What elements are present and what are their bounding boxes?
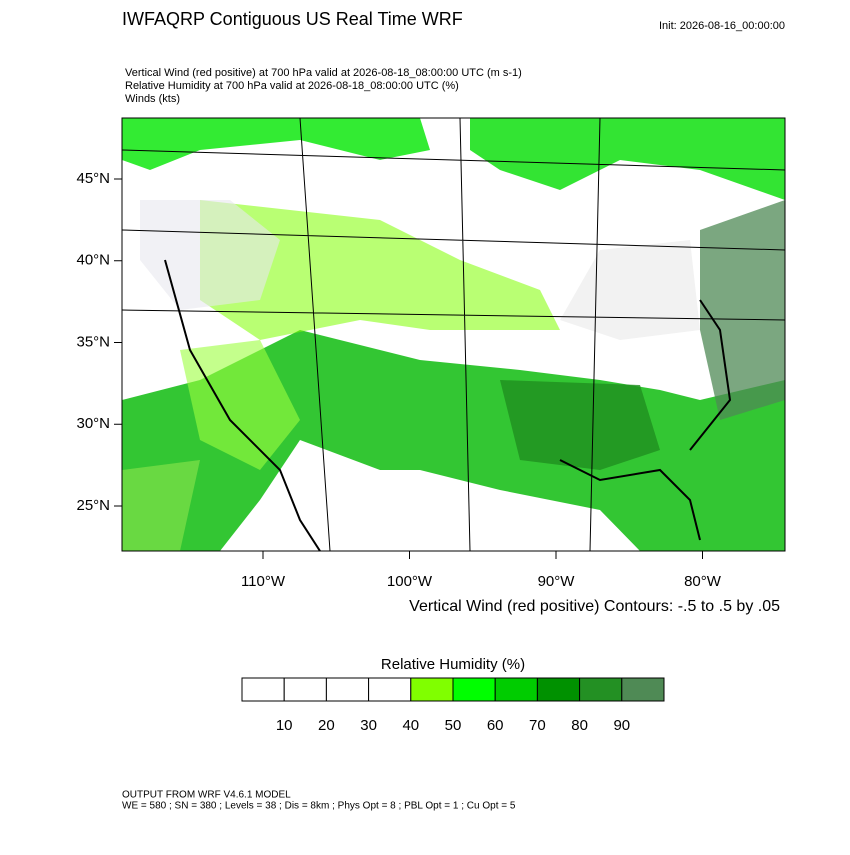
colorbar-box bbox=[494, 677, 538, 702]
colorbar-box bbox=[536, 677, 581, 702]
subtitles: Vertical Wind (red positive) at 700 hPa … bbox=[125, 67, 522, 105]
map-frame bbox=[121, 117, 786, 552]
colorbar-box bbox=[579, 677, 623, 702]
colorbar-box bbox=[368, 677, 412, 702]
subtitle: Relative Humidity at 700 hPa valid at 20… bbox=[125, 80, 459, 92]
lon-label: 90°W bbox=[538, 573, 576, 590]
colorbar-box bbox=[452, 677, 496, 702]
colorbar-label: 10 bbox=[276, 717, 293, 734]
map bbox=[121, 117, 786, 552]
colorbar-label: 90 bbox=[613, 717, 630, 734]
lat-label: 25°N bbox=[76, 497, 110, 514]
footer-line: OUTPUT FROM WRF V4.6.1 MODEL bbox=[122, 790, 291, 801]
colorbar-label: 20 bbox=[318, 717, 335, 734]
colorbar-label: 40 bbox=[402, 717, 419, 734]
lon-label: 80°W bbox=[684, 573, 722, 590]
lat-label: 30°N bbox=[76, 415, 110, 432]
colorbar-box bbox=[410, 677, 454, 702]
lat-label: 40°N bbox=[76, 252, 110, 269]
footer-line: WE = 580 ; SN = 380 ; Levels = 38 ; Dis … bbox=[122, 801, 516, 812]
lat-label: 35°N bbox=[76, 333, 110, 350]
contour-note: Vertical Wind (red positive) Contours: -… bbox=[409, 598, 780, 615]
init-time: Init: 2026-08-16_00:00:00 bbox=[659, 20, 785, 32]
graticule-labels: 45°N 40°N 35°N 30°N 25°N 110°W 100°W 90°W 80°W bbox=[76, 170, 721, 590]
colorbar-label: 60 bbox=[487, 717, 504, 734]
colorbar-box bbox=[325, 677, 370, 702]
humidity-field bbox=[122, 118, 785, 551]
subtitle: Vertical Wind (red positive) at 700 hPa … bbox=[125, 67, 522, 79]
title: IWFAQRP Contiguous US Real Time WRF bbox=[122, 9, 463, 29]
colorbar-box bbox=[621, 677, 665, 702]
lon-label: 100°W bbox=[387, 573, 433, 590]
lat-label: 45°N bbox=[76, 170, 110, 187]
colorbar-label: 50 bbox=[445, 717, 462, 734]
colorbar: 10 20 30 40 50 60 70 80 90 bbox=[241, 677, 665, 734]
subtitle: Winds (kts) bbox=[125, 93, 180, 105]
colorbar-box bbox=[283, 677, 327, 702]
colorbar-label: 70 bbox=[529, 717, 546, 734]
colorbar-box bbox=[241, 677, 285, 702]
colorbar-title: Relative Humidity (%) bbox=[381, 656, 525, 673]
lon-label: 110°W bbox=[241, 573, 286, 590]
colorbar-label: 30 bbox=[360, 717, 377, 734]
colorbar-label: 80 bbox=[571, 717, 588, 734]
